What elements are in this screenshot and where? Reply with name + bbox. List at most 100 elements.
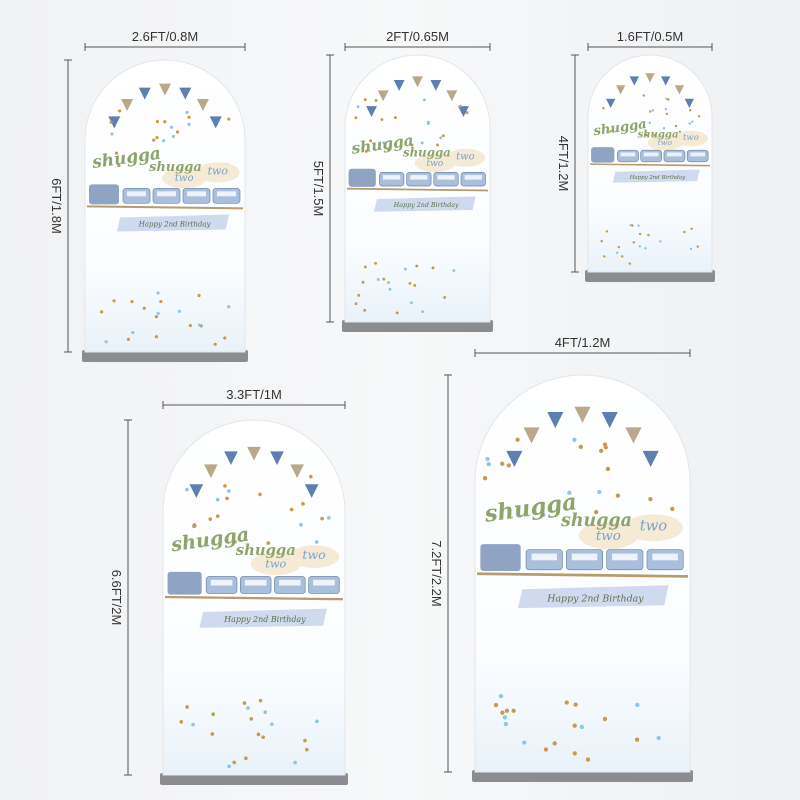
width-label: 3.3FT/1M — [226, 387, 282, 402]
number-word: two — [640, 518, 668, 535]
dot — [638, 232, 642, 236]
arch — [344, 54, 491, 323]
dot — [645, 133, 648, 137]
dot — [223, 336, 227, 340]
dot — [541, 512, 546, 517]
dot — [215, 497, 220, 502]
flag — [196, 99, 209, 112]
banner-text: Happy 2nd Birthday — [546, 593, 644, 604]
dot — [408, 281, 412, 285]
dot — [380, 118, 384, 121]
arch — [84, 59, 246, 353]
banner-text: Happy 2nd Birthday — [629, 175, 686, 181]
window — [187, 191, 206, 197]
dot — [395, 311, 399, 315]
track — [589, 163, 711, 167]
arch — [474, 374, 691, 773]
dot — [110, 132, 114, 136]
dot — [690, 227, 693, 231]
dot — [409, 301, 413, 305]
dot — [485, 456, 490, 462]
dot — [246, 706, 250, 710]
dot — [394, 116, 397, 120]
dot — [683, 230, 686, 234]
flag — [204, 464, 218, 479]
track — [346, 187, 489, 192]
script-word: shugga — [638, 129, 679, 140]
dot — [665, 97, 668, 101]
flag — [629, 76, 639, 86]
dot — [482, 476, 488, 481]
number-word: two — [175, 173, 194, 184]
dot — [309, 474, 313, 479]
dot — [289, 507, 294, 512]
flag — [615, 85, 626, 95]
flag — [247, 446, 261, 461]
dot — [376, 278, 380, 281]
dot — [354, 116, 358, 120]
flag — [625, 427, 642, 444]
dot — [638, 245, 642, 248]
dot — [163, 120, 167, 124]
dot — [603, 255, 606, 258]
dot — [696, 245, 700, 248]
cloud — [623, 514, 684, 542]
dot — [420, 141, 424, 145]
track — [476, 572, 689, 578]
ribbon — [374, 196, 476, 212]
flag — [574, 406, 591, 423]
dot — [364, 149, 368, 153]
dot — [130, 299, 134, 304]
cloud — [445, 148, 486, 167]
dot — [369, 139, 373, 143]
dot — [198, 323, 202, 327]
dot — [270, 722, 274, 727]
dot — [197, 293, 201, 298]
ribbon — [117, 214, 229, 232]
backdrop: 2.6FT/0.8M6FT/1.8MshuggashuggatwotwoHapp… — [49, 29, 248, 362]
number-word: two — [683, 133, 699, 143]
dot — [659, 240, 662, 243]
dot — [579, 724, 584, 730]
dot — [314, 540, 319, 544]
ribbon — [518, 585, 669, 609]
locomotive — [591, 147, 615, 163]
cloud — [647, 135, 682, 151]
dot — [261, 735, 265, 739]
flag — [412, 76, 423, 88]
dot — [263, 710, 268, 715]
dot — [664, 107, 668, 111]
dot — [605, 230, 609, 233]
dot — [227, 305, 231, 309]
dot — [156, 291, 160, 295]
dot — [502, 715, 508, 720]
dot — [665, 112, 669, 116]
dot — [441, 134, 445, 138]
dot — [223, 484, 227, 488]
dot — [648, 121, 651, 124]
dot — [600, 239, 603, 243]
dot — [227, 489, 231, 493]
dot — [688, 109, 692, 112]
dot — [644, 247, 647, 250]
dot — [112, 299, 116, 303]
flag — [189, 484, 204, 498]
dot — [326, 516, 331, 520]
dot — [697, 115, 701, 118]
flag — [393, 79, 405, 91]
dot — [363, 265, 367, 269]
dot — [415, 264, 419, 268]
dot — [500, 461, 505, 466]
dot — [242, 701, 247, 705]
number-word: two — [426, 159, 443, 169]
dot — [572, 751, 577, 756]
dot — [185, 705, 189, 709]
dot — [647, 233, 650, 237]
dot — [670, 506, 675, 512]
window — [667, 152, 682, 157]
dot — [233, 539, 237, 544]
dot — [185, 110, 189, 115]
dot — [631, 224, 634, 227]
dot — [187, 122, 191, 127]
script-word: shugga — [149, 160, 202, 175]
